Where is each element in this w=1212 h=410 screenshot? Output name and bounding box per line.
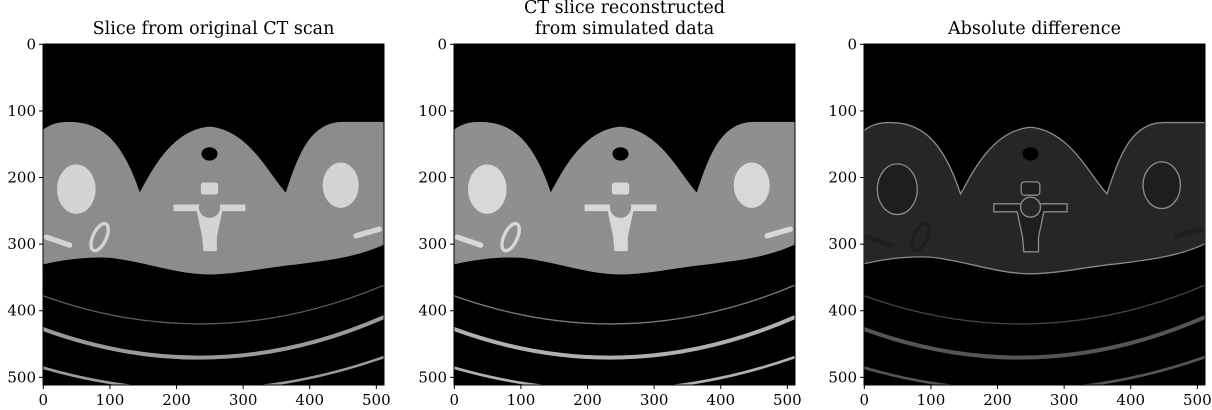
y-tick-label: 200 — [418, 169, 447, 187]
x-tick-label: 500 — [362, 391, 391, 409]
y-tick-label: 300 — [7, 235, 36, 253]
x-tick-label: 0 — [860, 391, 870, 409]
x-tick-label: 500 — [773, 391, 802, 409]
x-tick-label: 0 — [450, 391, 460, 409]
y-tick-label: 500 — [418, 368, 447, 386]
y-tick-label: 400 — [7, 302, 36, 320]
y-tick-label: 200 — [7, 169, 36, 187]
x-tick-label: 200 — [162, 391, 191, 409]
axes-frame — [42, 43, 385, 386]
y-tick-label: 100 — [418, 102, 447, 120]
x-tick-label: 100 — [96, 391, 125, 409]
y-tick-label: 100 — [828, 102, 857, 120]
x-tick-label: 300 — [229, 391, 258, 409]
x-tick-label: 200 — [573, 391, 602, 409]
panel-title: CT slice reconstructed from simulated da… — [524, 0, 725, 39]
x-tick-label: 300 — [640, 391, 669, 409]
x-tick-label: 300 — [1050, 391, 1079, 409]
y-tick-label: 0 — [437, 35, 447, 53]
y-tick-label: 400 — [828, 302, 857, 320]
y-tick-label: 200 — [828, 169, 857, 187]
x-tick-label: 0 — [39, 391, 49, 409]
ct-image — [43, 44, 384, 385]
y-tick-label: 100 — [7, 102, 36, 120]
y-tick-label: 0 — [847, 35, 857, 53]
y-tick-label: 400 — [418, 302, 447, 320]
axes-frame — [863, 43, 1206, 386]
ct-image — [454, 44, 795, 385]
y-tick-label: 300 — [418, 235, 447, 253]
x-tick-label: 400 — [706, 391, 735, 409]
x-tick-label: 400 — [295, 391, 324, 409]
y-tick-label: 500 — [828, 368, 857, 386]
panel-title: Absolute difference — [948, 19, 1121, 39]
axes-frame — [453, 43, 796, 386]
ct-image — [864, 44, 1205, 385]
panel-title: Slice from original CT scan — [92, 19, 335, 39]
y-tick-label: 0 — [26, 35, 36, 53]
x-tick-label: 100 — [507, 391, 536, 409]
y-tick-label: 500 — [7, 368, 36, 386]
x-tick-label: 400 — [1116, 391, 1145, 409]
y-tick-label: 300 — [828, 235, 857, 253]
x-tick-label: 200 — [983, 391, 1012, 409]
x-tick-label: 100 — [917, 391, 946, 409]
x-tick-label: 500 — [1183, 391, 1212, 409]
